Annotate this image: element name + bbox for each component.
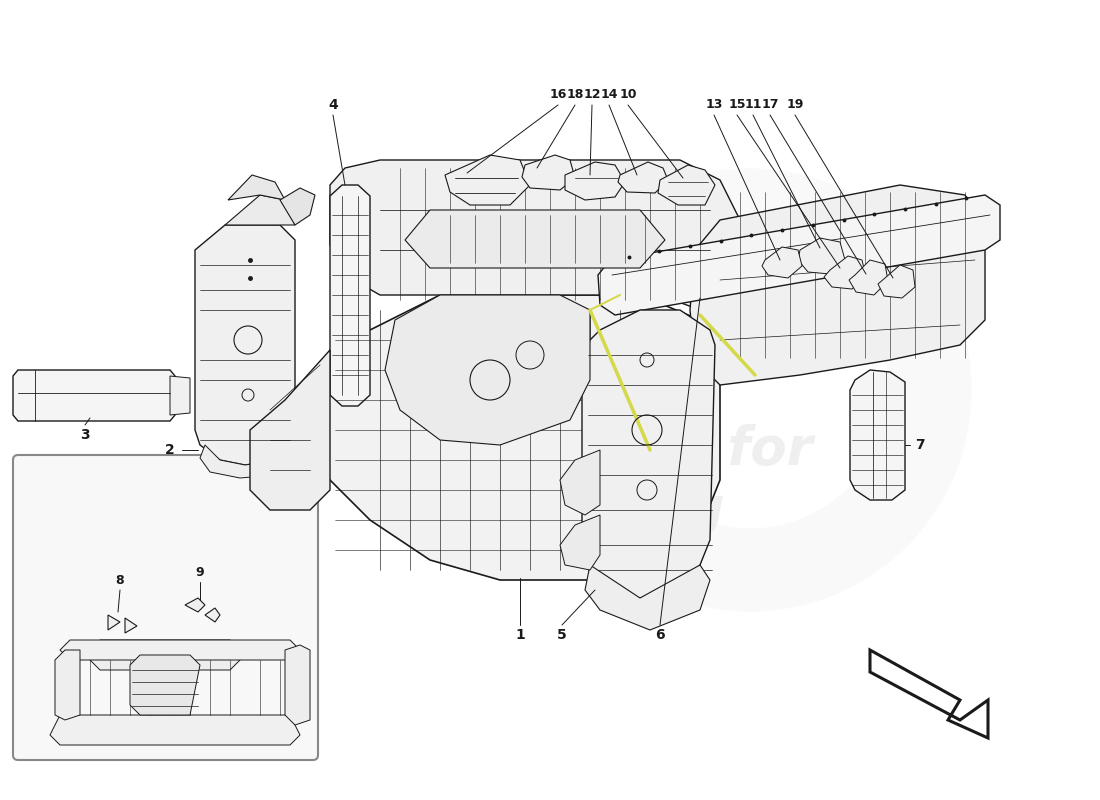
- Polygon shape: [658, 165, 715, 205]
- Polygon shape: [330, 160, 740, 310]
- Polygon shape: [582, 310, 715, 598]
- Text: a passion for
driving: a passion for driving: [427, 424, 813, 536]
- Text: 6: 6: [656, 628, 664, 642]
- Text: 11: 11: [745, 98, 761, 111]
- Text: 1: 1: [515, 628, 525, 642]
- Polygon shape: [405, 210, 666, 268]
- Text: 2: 2: [165, 443, 175, 457]
- Polygon shape: [850, 370, 905, 500]
- Text: 5: 5: [557, 628, 566, 642]
- Text: 4: 4: [328, 98, 338, 112]
- Polygon shape: [130, 655, 200, 715]
- Polygon shape: [762, 247, 802, 278]
- Polygon shape: [798, 238, 845, 274]
- FancyBboxPatch shape: [13, 455, 318, 760]
- Polygon shape: [50, 715, 300, 745]
- Polygon shape: [125, 618, 138, 633]
- Polygon shape: [280, 188, 315, 225]
- Text: 12: 12: [583, 89, 601, 102]
- Text: 13: 13: [705, 98, 723, 111]
- Polygon shape: [870, 650, 988, 738]
- Polygon shape: [200, 445, 295, 478]
- Polygon shape: [446, 155, 530, 205]
- Polygon shape: [690, 185, 984, 385]
- Polygon shape: [228, 175, 285, 200]
- Polygon shape: [108, 615, 120, 630]
- Polygon shape: [205, 608, 220, 622]
- Polygon shape: [60, 640, 300, 660]
- Polygon shape: [185, 598, 205, 612]
- Polygon shape: [565, 162, 625, 200]
- Polygon shape: [849, 260, 888, 295]
- Polygon shape: [824, 256, 866, 289]
- Polygon shape: [385, 295, 590, 445]
- Text: 19: 19: [786, 98, 804, 111]
- Polygon shape: [560, 450, 600, 515]
- Polygon shape: [285, 645, 310, 725]
- Polygon shape: [522, 155, 575, 190]
- Polygon shape: [560, 515, 600, 570]
- Text: 10: 10: [619, 89, 637, 102]
- Polygon shape: [330, 185, 370, 406]
- Text: 16: 16: [549, 89, 566, 102]
- Text: 9: 9: [196, 566, 205, 578]
- Polygon shape: [310, 295, 720, 580]
- Polygon shape: [170, 376, 190, 415]
- Polygon shape: [585, 565, 710, 630]
- Text: 7: 7: [915, 438, 925, 452]
- Polygon shape: [618, 162, 668, 193]
- Polygon shape: [226, 195, 295, 225]
- Text: 3: 3: [80, 428, 90, 442]
- Text: 14: 14: [601, 89, 618, 102]
- Text: 15: 15: [728, 98, 746, 111]
- Polygon shape: [55, 650, 80, 720]
- Text: 18: 18: [566, 89, 584, 102]
- Polygon shape: [598, 195, 1000, 315]
- Polygon shape: [250, 350, 330, 510]
- Text: 17: 17: [761, 98, 779, 111]
- Text: 8: 8: [116, 574, 124, 586]
- Polygon shape: [878, 265, 915, 298]
- Polygon shape: [13, 370, 175, 421]
- Polygon shape: [85, 640, 245, 670]
- Polygon shape: [195, 225, 295, 465]
